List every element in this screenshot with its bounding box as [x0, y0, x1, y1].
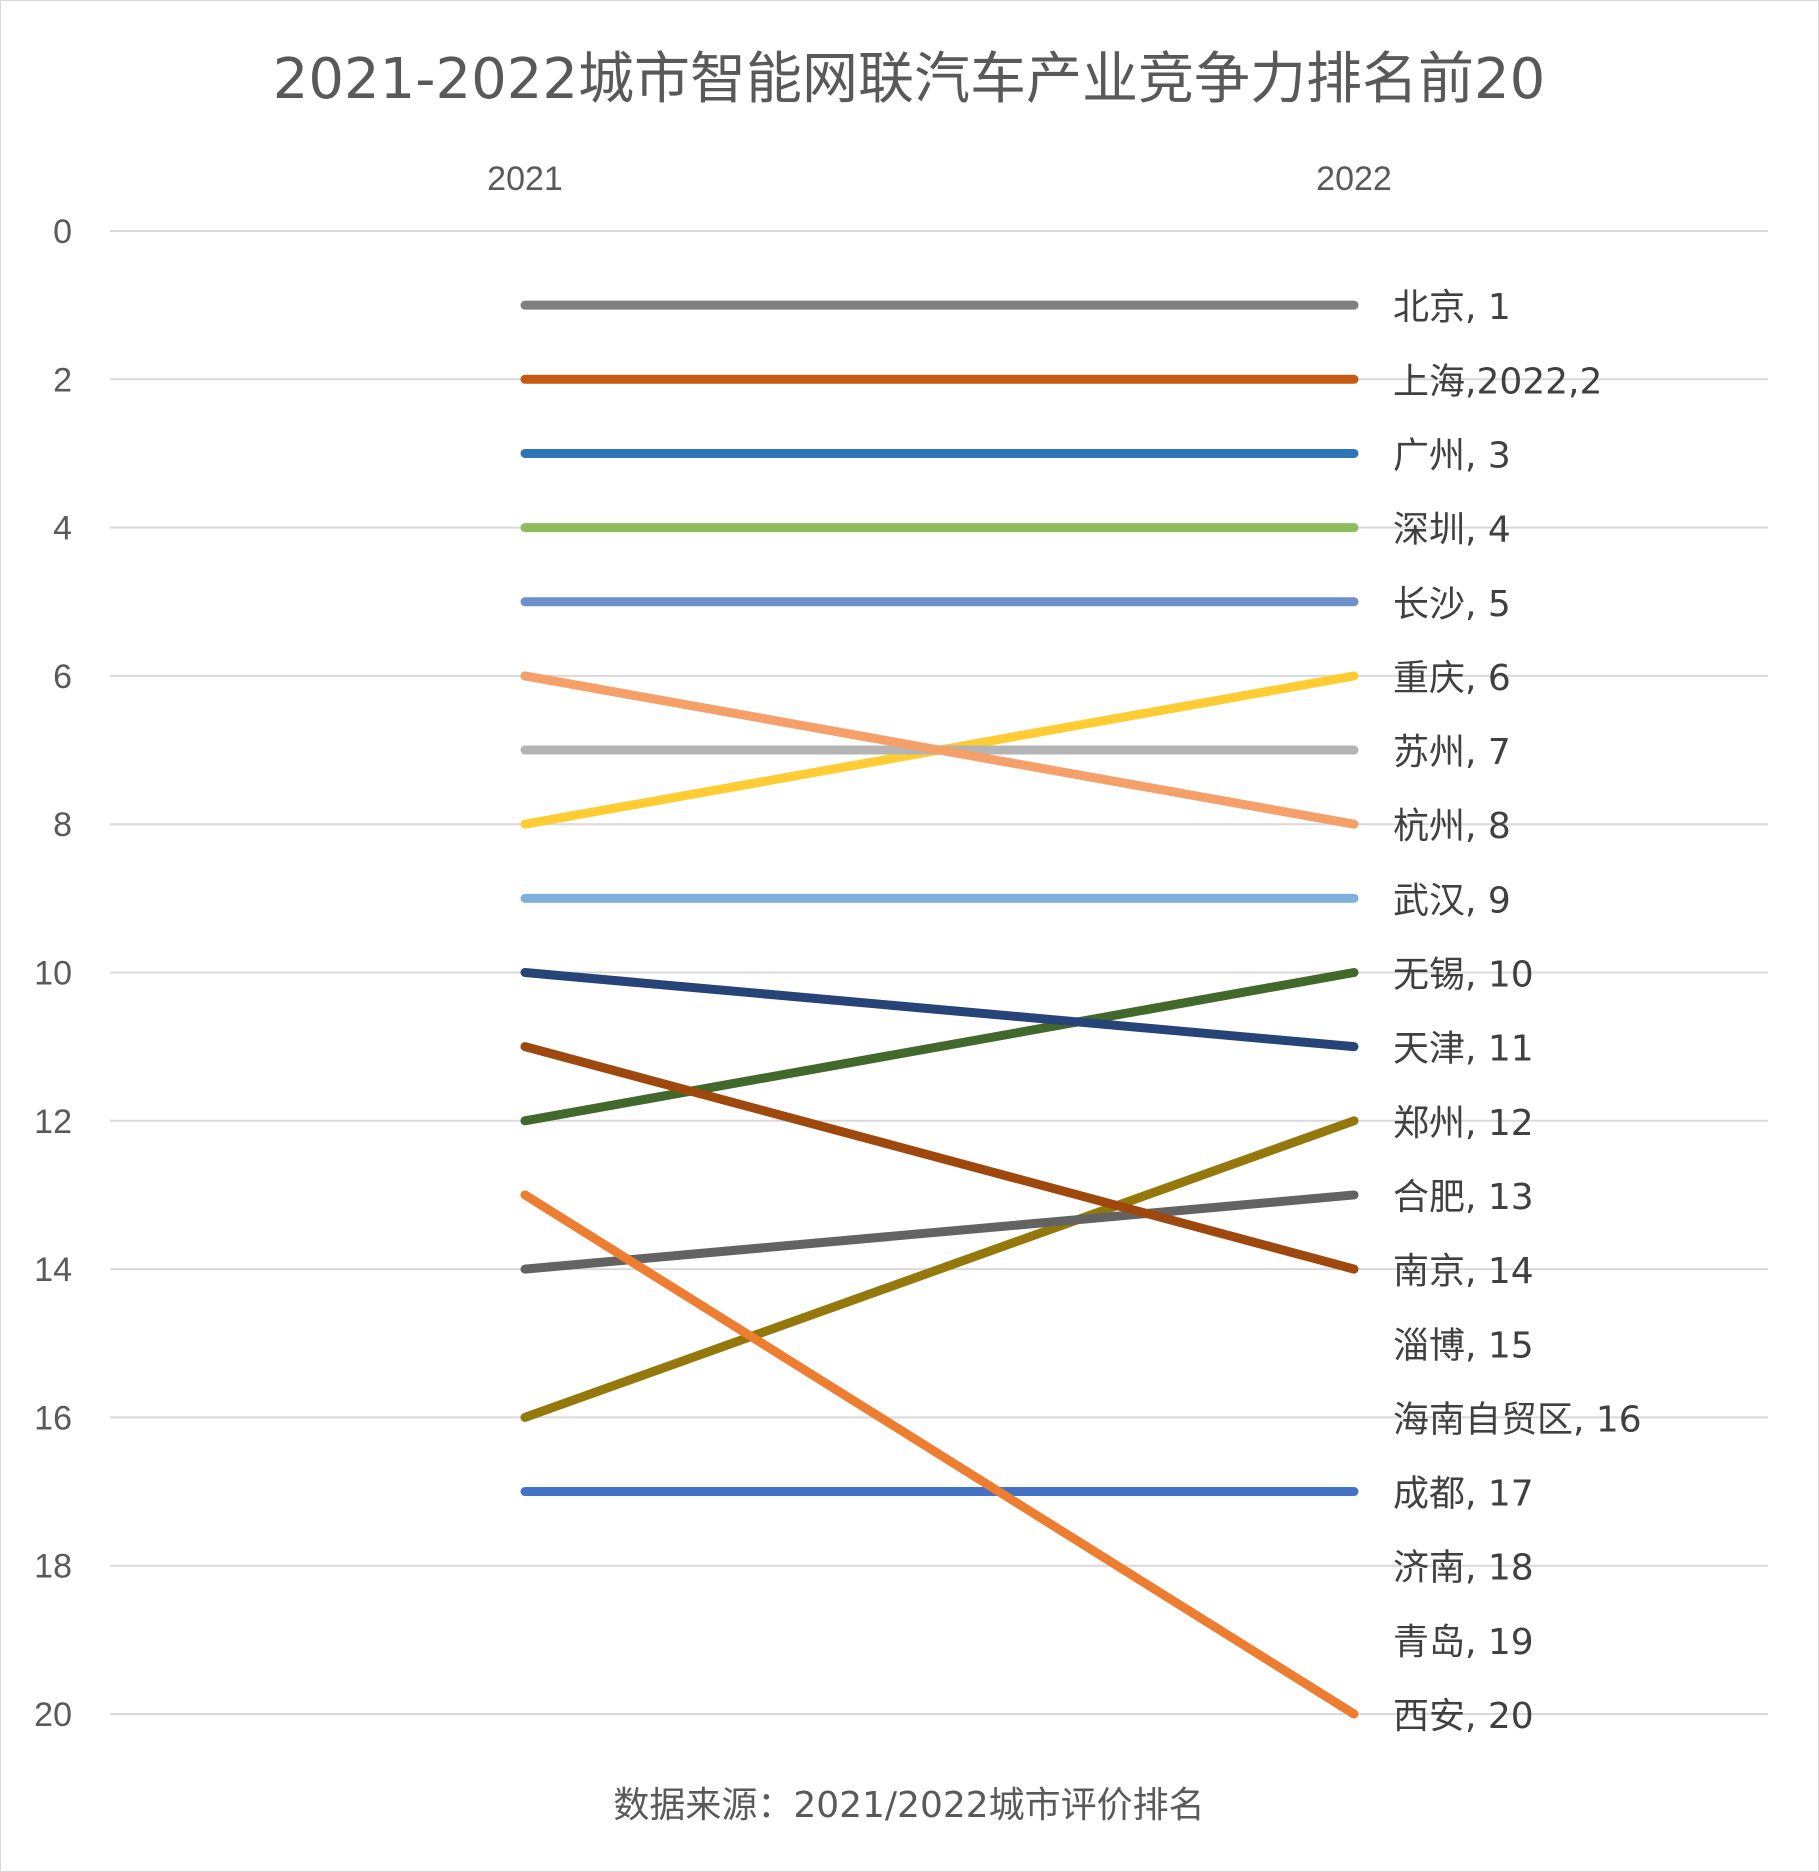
y-tick-label: 18 — [34, 1548, 72, 1586]
data-label: 南京, 14 — [1393, 1251, 1534, 1292]
y-tick-label: 8 — [53, 806, 72, 844]
data-label: 淄博, 15 — [1393, 1325, 1534, 1366]
y-tick-label: 0 — [53, 213, 72, 251]
data-label: 杭州, 8 — [1393, 806, 1511, 847]
y-tick-label: 16 — [34, 1399, 72, 1437]
data-label: 重庆, 6 — [1393, 658, 1511, 699]
y-tick-label: 2 — [53, 361, 72, 399]
series-line — [520, 1116, 1359, 1422]
x-label-2022: 2022 — [1316, 160, 1392, 198]
data-label: 海南自贸区, 16 — [1393, 1399, 1642, 1440]
data-labels: 北京, 1 上海,2022,2 广州, 3 深圳, 4 长沙, 5 重庆, 6 苏州, 7 杭… — [1393, 287, 1642, 1737]
y-tick-label: 6 — [53, 658, 72, 696]
data-label: 苏州, 7 — [1393, 732, 1511, 773]
series-lines — [520, 300, 1359, 1719]
series-line — [520, 671, 1359, 829]
data-label: 广州, 3 — [1393, 435, 1511, 476]
y-tick-label: 14 — [34, 1251, 72, 1289]
data-label: 青岛, 19 — [1393, 1622, 1534, 1663]
series-line — [520, 1042, 1359, 1274]
data-label: 深圳, 4 — [1393, 510, 1511, 551]
data-label: 西安, 20 — [1393, 1696, 1534, 1737]
gridlines — [110, 230, 1768, 1715]
data-label: 合肥, 13 — [1393, 1177, 1534, 1218]
chart-title: 2021-2022城市智能网联汽车产业竞争力排名前20 — [273, 47, 1546, 112]
x-label-2021: 2021 — [487, 160, 563, 198]
data-label: 无锡, 10 — [1393, 955, 1534, 996]
y-tick-label: 10 — [34, 955, 72, 993]
series-line — [520, 1190, 1359, 1719]
series-line — [520, 1190, 1359, 1274]
data-label: 济南, 18 — [1393, 1548, 1534, 1589]
source-note: 数据来源：2021/2022城市评价排名 — [613, 1785, 1204, 1826]
data-label: 长沙, 5 — [1393, 584, 1511, 625]
data-label: 天津, 11 — [1393, 1029, 1534, 1070]
data-label: 武汉, 9 — [1393, 880, 1511, 921]
y-axis-ticks: 0 2 4 6 8 10 12 14 16 18 20 — [34, 213, 72, 1734]
data-label: 上海,2022,2 — [1393, 361, 1602, 402]
y-tick-label: 4 — [53, 510, 72, 548]
data-label: 北京, 1 — [1393, 287, 1511, 328]
y-tick-label: 12 — [34, 1103, 72, 1141]
series-line — [520, 968, 1359, 1052]
data-label: 郑州, 12 — [1393, 1103, 1534, 1144]
data-label: 成都, 17 — [1393, 1474, 1534, 1515]
series-line — [520, 968, 1359, 1126]
y-tick-label: 20 — [34, 1696, 72, 1734]
